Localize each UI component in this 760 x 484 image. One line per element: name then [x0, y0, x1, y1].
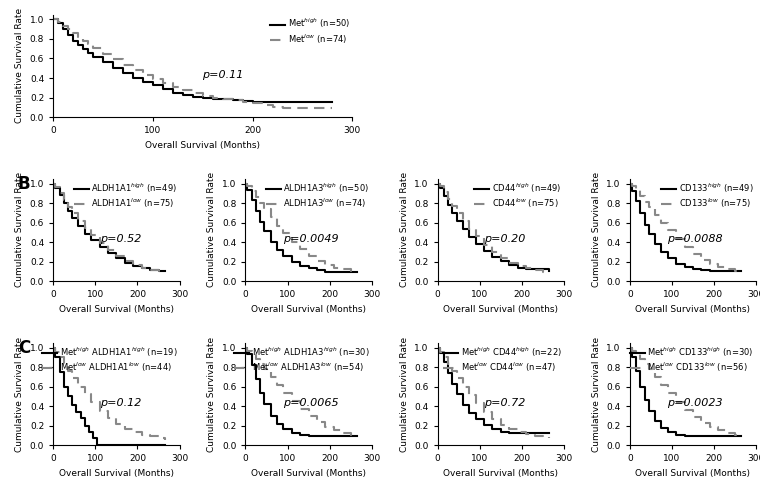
Text: p=0.12: p=0.12 — [100, 398, 141, 408]
Text: p=0.0088: p=0.0088 — [667, 234, 723, 244]
Y-axis label: Cumulative Survival Rate: Cumulative Survival Rate — [207, 172, 217, 287]
Legend: Met$^{high}$ ALDH1A3$^{high}$ (n=30), Met$^{low}$ ALDH1A3$^{low}$ (n=54): Met$^{high}$ ALDH1A3$^{high}$ (n=30), Me… — [233, 345, 370, 375]
Y-axis label: Cumulative Survival Rate: Cumulative Survival Rate — [400, 172, 409, 287]
Text: p=0.20: p=0.20 — [484, 234, 526, 244]
Legend: Met$^{high}$ CD44$^{high}$ (n=22), Met$^{low}$ CD44$^{low}$ (n=47): Met$^{high}$ CD44$^{high}$ (n=22), Met$^… — [442, 345, 562, 375]
Legend: CD133$^{high}$ (n=49), CD133$^{low}$ (n=75): CD133$^{high}$ (n=49), CD133$^{low}$ (n=… — [660, 180, 755, 211]
Text: p=0.11: p=0.11 — [202, 70, 243, 80]
X-axis label: Overall Survival (Months): Overall Survival (Months) — [443, 305, 559, 314]
X-axis label: Overall Survival (Months): Overall Survival (Months) — [443, 469, 559, 478]
Legend: ALDH1A1$^{high}$ (n=49), ALDH1A1$^{low}$ (n=75): ALDH1A1$^{high}$ (n=49), ALDH1A1$^{low}$… — [73, 180, 178, 211]
X-axis label: Overall Survival (Months): Overall Survival (Months) — [59, 305, 174, 314]
Legend: Met$^{high}$ ALDH1A1$^{high}$ (n=19), Met$^{low}$ ALDH1A1$^{low}$ (n=44): Met$^{high}$ ALDH1A1$^{high}$ (n=19), Me… — [41, 345, 178, 375]
Legend: ALDH1A3$^{high}$ (n=50), ALDH1A3$^{low}$ (n=74): ALDH1A3$^{high}$ (n=50), ALDH1A3$^{low}$… — [265, 180, 370, 211]
Y-axis label: Cumulative Survival Rate: Cumulative Survival Rate — [207, 336, 217, 452]
Text: C: C — [17, 339, 30, 357]
Legend: Met$^{high}$ CD133$^{high}$ (n=30), Met$^{low}$ CD133$^{low}$ (n=56): Met$^{high}$ CD133$^{high}$ (n=30), Met$… — [629, 345, 755, 375]
Text: p=0.72: p=0.72 — [484, 398, 526, 408]
X-axis label: Overall Survival (Months): Overall Survival (Months) — [145, 141, 260, 150]
Text: B: B — [17, 175, 30, 193]
Y-axis label: Cumulative Survival Rate: Cumulative Survival Rate — [15, 172, 24, 287]
X-axis label: Overall Survival (Months): Overall Survival (Months) — [635, 469, 750, 478]
Text: p=0.0023: p=0.0023 — [667, 398, 723, 408]
X-axis label: Overall Survival (Months): Overall Survival (Months) — [59, 469, 174, 478]
Y-axis label: Cumulative Survival Rate: Cumulative Survival Rate — [400, 336, 409, 452]
Legend: CD44$^{high}$ (n=49), CD44$^{low}$ (n=75): CD44$^{high}$ (n=49), CD44$^{low}$ (n=75… — [473, 180, 562, 211]
Text: p=0.0049: p=0.0049 — [283, 234, 338, 244]
Text: p=0.52: p=0.52 — [100, 234, 141, 244]
X-axis label: Overall Survival (Months): Overall Survival (Months) — [251, 305, 366, 314]
Y-axis label: Cumulative Survival Rate: Cumulative Survival Rate — [592, 336, 601, 452]
Y-axis label: Cumulative Survival Rate: Cumulative Survival Rate — [15, 336, 24, 452]
Y-axis label: Cumulative Survival Rate: Cumulative Survival Rate — [15, 8, 24, 123]
X-axis label: Overall Survival (Months): Overall Survival (Months) — [635, 305, 750, 314]
Y-axis label: Cumulative Survival Rate: Cumulative Survival Rate — [592, 172, 601, 287]
X-axis label: Overall Survival (Months): Overall Survival (Months) — [251, 469, 366, 478]
Legend: Met$^{high}$ (n=50), Met$^{low}$ (n=74): Met$^{high}$ (n=50), Met$^{low}$ (n=74) — [269, 16, 350, 47]
Text: p=0.0065: p=0.0065 — [283, 398, 338, 408]
